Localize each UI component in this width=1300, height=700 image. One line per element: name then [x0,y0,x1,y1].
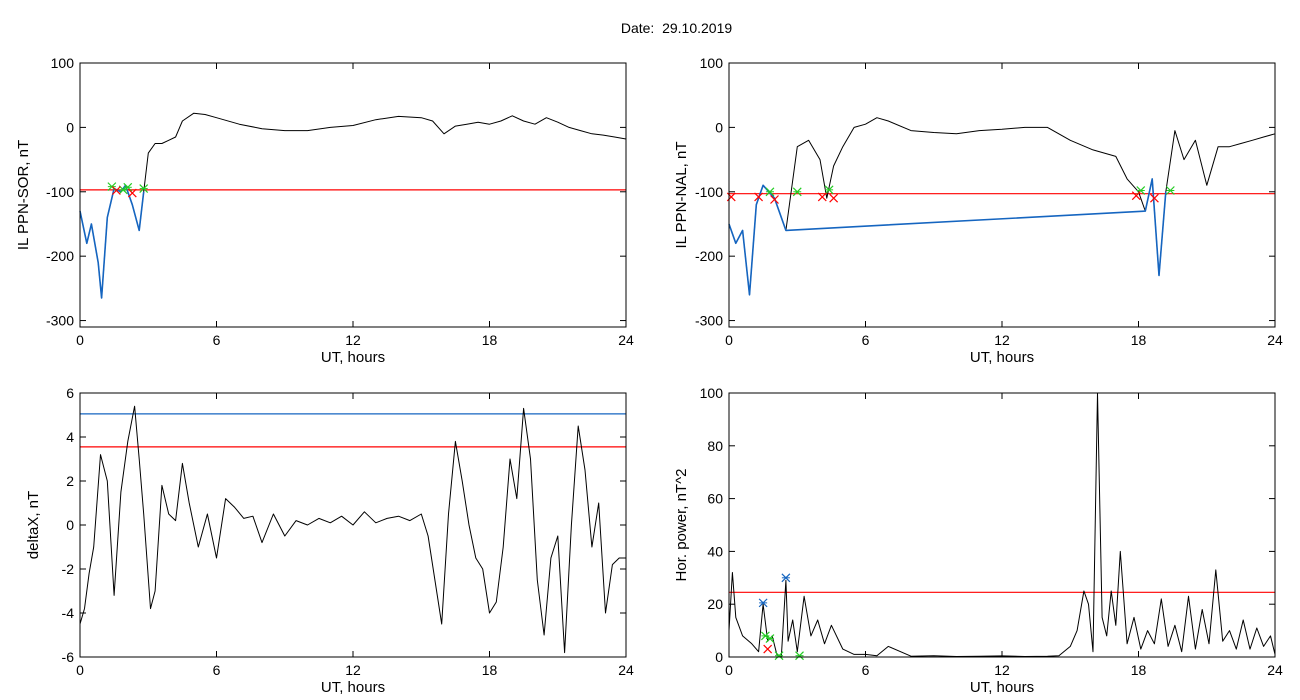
y-tick-label: 100 [700,55,724,71]
x-tick-label: 24 [618,332,634,348]
plot-frame [728,62,1276,328]
page-title: Date: 29.10.2019 [0,20,1300,36]
x-tick-label: 18 [1131,662,1147,678]
marker-green [123,182,133,192]
x-tick-label: 6 [213,662,221,678]
y-axis-label: deltaX, nT [25,491,42,559]
marker-red [754,192,763,202]
marker-green [139,184,149,193]
x-tick-label: 0 [725,332,733,348]
marker-green [774,651,784,661]
date-label: Date: [620,20,655,36]
y-tick-label: 0 [715,119,723,135]
x-tick-label: 6 [862,662,870,678]
y-tick-label: -100 [695,184,723,200]
date-value: 29.10.2019 [662,20,733,36]
x-tick-label: 6 [862,332,870,348]
x-tick-label: 18 [482,662,498,678]
y-tick-label: -200 [695,248,723,264]
x-tick-label: 24 [1267,332,1283,348]
x-axis-label: UT, hours [970,679,1034,696]
y-tick-label: -200 [46,248,74,264]
panel-ppn-sor: 0 6 12 18 24 -300 -200 -100 0 100 UT, hours IL PPN-… [15,55,634,366]
y-tick-label: 100 [51,55,75,71]
marker-green [765,187,775,197]
plot-frame [79,62,627,328]
y-tick-label: 2 [66,473,74,489]
x-tick-label: 24 [618,662,634,678]
marker-blue [758,598,768,608]
plot-frame [79,392,627,658]
marker-stroke [817,192,827,202]
marker-red [127,188,137,198]
marker-red [1131,191,1141,201]
marker-stroke [1131,191,1141,201]
x-tick-label: 24 [1267,662,1283,678]
x-tick-label: 12 [345,662,361,678]
marker-stroke [1150,193,1159,203]
y-tick-label: -100 [46,184,74,200]
y-tick-label: 100 [700,385,724,401]
y-axis-label: IL PPN-NAL, nT [673,142,690,249]
marker-red [829,193,839,203]
x-tick-label: 18 [1131,332,1147,348]
series-line-black [728,117,1276,296]
marker-stroke [111,186,121,195]
marker-green [824,185,834,195]
marker-red [111,186,121,195]
series-line-blue [728,178,1167,296]
y-tick-label: 80 [707,438,723,454]
marker-green [795,651,804,661]
marker-stroke [763,644,773,654]
y-tick-label: -4 [62,605,75,621]
series-line-black [79,112,627,299]
marker-red [770,195,779,204]
panel-ppn-nal: 0 6 12 18 24 -300 -200 -100 0 100 UT, hours IL PPN-… [673,55,1283,366]
series-line-black [79,405,626,654]
y-tick-label: -300 [46,313,74,329]
marker-red [1150,193,1159,203]
x-tick-label: 0 [76,662,84,678]
y-tick-label: -300 [695,313,723,329]
series-line-blue [79,184,145,299]
y-tick-label: 0 [715,649,723,665]
marker-green [792,187,802,197]
y-tick-label: 6 [66,385,74,401]
marker-green [1165,186,1175,195]
y-tick-label: -6 [62,649,75,665]
marker-red [817,192,827,202]
x-tick-label: 12 [994,662,1010,678]
marker-red [763,644,773,654]
y-tick-label: 0 [66,517,74,533]
series-line-black [728,392,1276,658]
plot-frame [728,392,1276,658]
x-tick-label: 6 [213,332,221,348]
x-tick-label: 18 [482,332,498,348]
x-tick-label: 12 [994,332,1010,348]
marker-stroke [127,188,137,198]
y-tick-label: 60 [707,491,723,507]
x-tick-label: 12 [345,332,361,348]
y-axis-label: Hor. power, nT^2 [673,469,690,582]
y-tick-label: 0 [66,119,74,135]
x-tick-label: 0 [76,332,84,348]
y-tick-label: -2 [62,561,75,577]
x-axis-label: UT, hours [321,679,385,696]
x-tick-label: 0 [725,662,733,678]
x-axis-label: UT, hours [321,349,385,366]
y-tick-label: 40 [707,543,723,559]
panel-hor-power: 0 6 12 18 24 0 20 40 60 80 100 UT, hours Hor. power,… [673,385,1283,696]
y-axis-label: IL PPN-SOR, nT [15,140,32,250]
marker-blue [781,573,791,583]
marker-stroke [770,195,779,204]
y-tick-label: 20 [707,596,723,612]
marker-green [765,634,775,643]
x-axis-label: UT, hours [970,349,1034,366]
marker-stroke [754,192,763,202]
y-tick-label: 4 [66,429,74,445]
marker-stroke [829,193,839,203]
